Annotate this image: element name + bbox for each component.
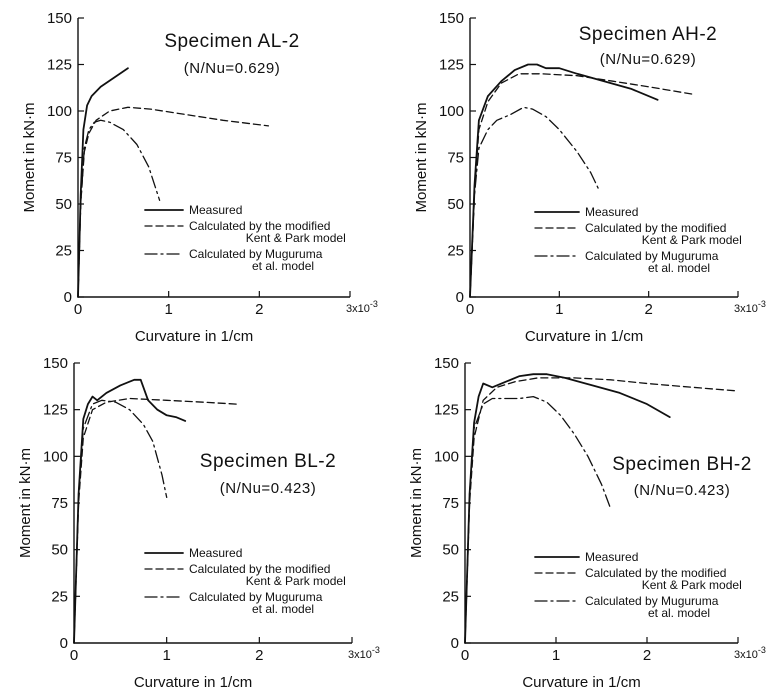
x-tick-label: 2 [643, 647, 651, 664]
legend-label: Calculated by Muguruma [585, 249, 719, 263]
legend-label: Kent & Park model [642, 233, 742, 247]
load-ratio-subtitle: (N/Nu=0.423) [634, 482, 730, 499]
series-line-dashdot [464, 395, 612, 644]
y-tick-label: 75 [442, 495, 459, 512]
legend-label: et al. model [648, 261, 710, 275]
legend-label: Calculated by the modified [585, 566, 726, 580]
legend-label: Calculated by Muguruma [189, 590, 323, 604]
y-axis-label: Moment in kN·m [413, 102, 430, 212]
specimen-title: Specimen AL-2 [164, 31, 299, 52]
series-line-dashed [469, 73, 694, 298]
y-tick-label: 25 [51, 588, 68, 605]
legend-label: Measured [189, 546, 242, 560]
legend-label: Measured [585, 550, 638, 564]
y-tick-label: 25 [447, 243, 464, 260]
y-tick-label: 0 [456, 289, 464, 306]
x-multiplier-label: 3x10-3 [346, 299, 378, 315]
legend-label: Calculated by Muguruma [585, 594, 719, 608]
legend-label: et al. model [252, 602, 314, 616]
legend-label: et al. model [648, 606, 710, 620]
series-line-solid [469, 63, 659, 298]
chart-panel: 0 25 50 75 100 125 150 0 1 2 3x10-3 Curvature in 1/… [413, 10, 766, 345]
y-tick-label: 25 [55, 243, 72, 260]
x-multiplier-label: 3x10-3 [734, 299, 766, 315]
chart-panel: 0 25 50 75 100 125 150 0 1 2 3x10-3 Curvature in 1/… [21, 10, 378, 345]
x-tick-label: 2 [255, 301, 263, 318]
y-tick-label: 100 [43, 448, 68, 465]
x-tick-label: 2 [255, 647, 263, 664]
legend-label: Kent & Park model [246, 574, 346, 588]
y-axis-label: Moment in kN·m [21, 102, 38, 212]
y-tick-label: 125 [47, 57, 72, 74]
specimen-title: Specimen BH-2 [612, 454, 752, 475]
legend-label: Calculated by the modified [585, 221, 726, 235]
x-tick-label: 2 [644, 301, 652, 318]
x-multiplier-label: 3x10-3 [348, 645, 380, 661]
chart-panel: 0 25 50 75 100 125 150 0 1 2 3x10-3 Curvature in 1/… [17, 355, 380, 691]
x-tick-label: 0 [74, 301, 82, 318]
y-tick-label: 50 [442, 542, 459, 559]
y-tick-label: 25 [442, 588, 459, 605]
x-tick-label: 0 [461, 647, 469, 664]
series-line-solid [73, 378, 187, 644]
series-line-solid [464, 373, 671, 644]
legend-label: Calculated by Muguruma [189, 247, 323, 261]
y-tick-label: 125 [439, 57, 464, 74]
specimen-title: Specimen BL-2 [200, 451, 336, 472]
series-line-dashed [73, 397, 237, 644]
x-tick-label: 1 [162, 647, 170, 664]
y-tick-label: 125 [434, 402, 459, 419]
series-line-dashed [464, 377, 739, 644]
x-multiplier-label: 3x10-3 [734, 645, 766, 661]
y-axis-label: Moment in kN·m [17, 448, 34, 558]
y-tick-label: 0 [60, 635, 68, 652]
y-tick-label: 0 [64, 289, 72, 306]
legend-label: Measured [189, 203, 242, 217]
y-tick-label: 150 [434, 355, 459, 372]
series-line-dashdot [77, 119, 161, 298]
legend-label: et al. model [252, 259, 314, 273]
chart-panel: 0 25 50 75 100 125 150 0 1 2 3x10-3 Curvature in 1/… [408, 355, 766, 691]
y-tick-label: 50 [55, 196, 72, 213]
series-line-dashdot [469, 106, 601, 298]
y-tick-label: 50 [447, 196, 464, 213]
series-line-solid [77, 67, 129, 298]
y-tick-label: 50 [51, 542, 68, 559]
y-tick-label: 100 [439, 103, 464, 120]
specimen-title: Specimen AH-2 [579, 24, 718, 45]
y-tick-label: 75 [51, 495, 68, 512]
y-tick-label: 100 [47, 103, 72, 120]
legend-label: Calculated by the modified [189, 219, 330, 233]
series-line-dashdot [73, 399, 168, 644]
x-tick-label: 1 [555, 301, 563, 318]
y-tick-label: 150 [47, 10, 72, 27]
x-tick-label: 0 [466, 301, 474, 318]
y-tick-label: 100 [434, 448, 459, 465]
y-tick-label: 0 [451, 635, 459, 652]
legend-label: Calculated by the modified [189, 562, 330, 576]
x-axis-label: Curvature in 1/cm [135, 328, 253, 345]
legend-label: Measured [585, 205, 638, 219]
x-tick-label: 0 [70, 647, 78, 664]
y-tick-label: 150 [43, 355, 68, 372]
load-ratio-subtitle: (N/Nu=0.629) [184, 60, 280, 77]
load-ratio-subtitle: (N/Nu=0.629) [600, 51, 696, 68]
x-tick-label: 1 [552, 647, 560, 664]
x-axis-label: Curvature in 1/cm [134, 674, 252, 691]
y-tick-label: 125 [43, 402, 68, 419]
legend-label: Kent & Park model [642, 578, 742, 592]
y-tick-label: 75 [55, 150, 72, 167]
x-axis-label: Curvature in 1/cm [525, 328, 643, 345]
x-axis-label: Curvature in 1/cm [522, 674, 640, 691]
x-tick-label: 1 [164, 301, 172, 318]
load-ratio-subtitle: (N/Nu=0.423) [220, 480, 316, 497]
y-tick-label: 75 [447, 150, 464, 167]
legend-label: Kent & Park model [246, 231, 346, 245]
y-tick-label: 150 [439, 10, 464, 27]
y-axis-label: Moment in kN·m [408, 448, 425, 558]
